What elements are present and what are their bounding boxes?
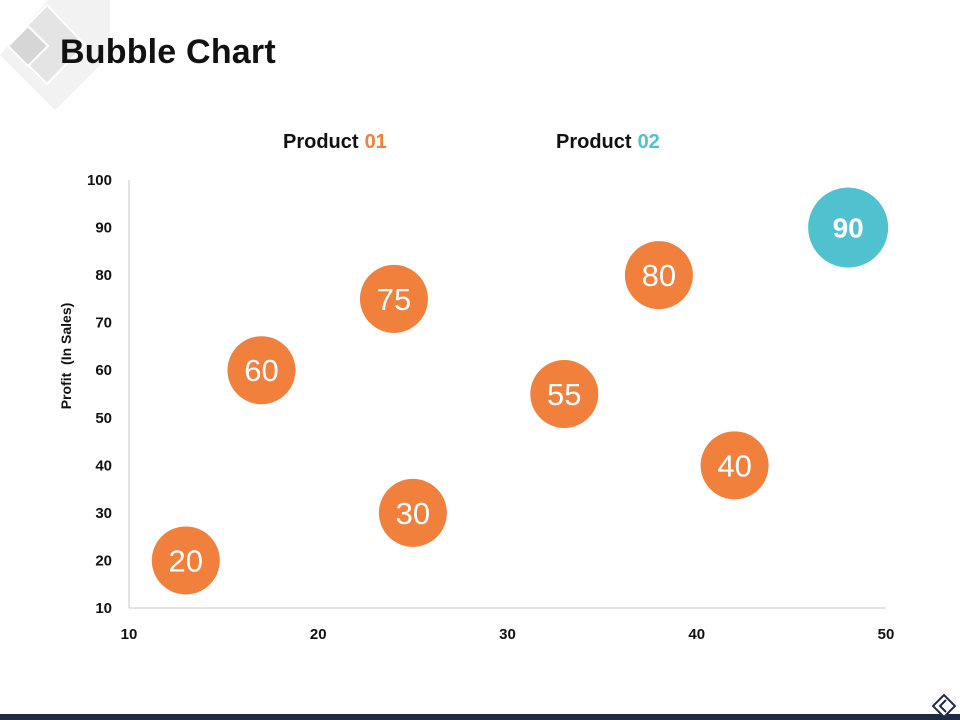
bubble-product-01-80: 80 <box>624 241 693 310</box>
bubble-data-label: 75 <box>377 282 411 317</box>
y-tick-labels: 10 20 30 40 50 60 70 80 90 100 <box>87 172 112 617</box>
bubble-data-label: 80 <box>642 258 676 293</box>
bubble-data-label: 40 <box>717 448 751 483</box>
x-tick-label-30: 30 <box>499 626 516 643</box>
y-axis-label: Profit (In Sales) <box>58 303 74 410</box>
corner-chevron-icon <box>931 694 956 719</box>
bubble-product-01-60: 60 <box>227 336 296 405</box>
bubble-circle <box>151 526 220 595</box>
y-tick-label-10: 10 <box>95 600 112 617</box>
bubbles-group: 20 60 75 30 55 80 40 90 <box>151 187 889 595</box>
legend-product-01-label: Product <box>283 131 359 153</box>
legend-product-02-number: 02 <box>637 131 660 153</box>
bubble-data-label: 30 <box>396 496 430 531</box>
x-tick-labels: 10 20 30 40 50 <box>121 626 895 643</box>
x-tick-label-10: 10 <box>121 626 138 643</box>
bubble-data-label: 55 <box>547 377 581 412</box>
bubble-product-01-55: 55 <box>530 360 599 428</box>
y-tick-label-20: 20 <box>95 552 112 569</box>
bubble-data-label: 60 <box>244 353 278 388</box>
bubble-circle <box>378 478 447 547</box>
y-tick-label-30: 30 <box>95 505 112 522</box>
bubble-circle <box>530 360 599 428</box>
x-tick-label-50: 50 <box>878 626 895 643</box>
bubble-circle <box>227 336 296 405</box>
bubble-product-01-75: 75 <box>359 264 428 333</box>
y-tick-label-100: 100 <box>87 172 112 189</box>
bubble-data-label: 90 <box>833 213 864 244</box>
bubble-product-01-20: 20 <box>151 526 220 595</box>
y-tick-label-70: 70 <box>95 315 112 332</box>
bubble-product-02-90: 90 <box>808 187 889 268</box>
x-tick-label-40: 40 <box>688 626 705 643</box>
legend-product-01-number: 01 <box>364 131 387 153</box>
bubble-circle <box>359 264 428 333</box>
y-tick-label-60: 60 <box>95 362 112 379</box>
y-tick-label-90: 90 <box>95 220 112 237</box>
bubble-product-01-30: 30 <box>378 478 447 547</box>
bubble-circle <box>700 431 769 500</box>
bubble-circle <box>624 241 693 310</box>
bubble-data-label: 20 <box>169 543 203 578</box>
y-tick-label-50: 50 <box>95 410 112 427</box>
corner-diamond-decoration <box>0 0 110 110</box>
legend-product-01: Product 01 <box>283 131 387 154</box>
legend-product-02-label: Product <box>556 131 632 153</box>
y-tick-label-80: 80 <box>95 267 112 284</box>
x-tick-label-20: 20 <box>310 626 327 643</box>
bubble-circle <box>808 187 889 268</box>
page-title: Bubble Chart <box>60 33 276 71</box>
bubble-product-01-40: 40 <box>700 431 769 500</box>
footer-bar <box>0 714 960 720</box>
legend-product-02: Product 02 <box>556 131 660 154</box>
y-tick-label-40: 40 <box>95 457 112 474</box>
